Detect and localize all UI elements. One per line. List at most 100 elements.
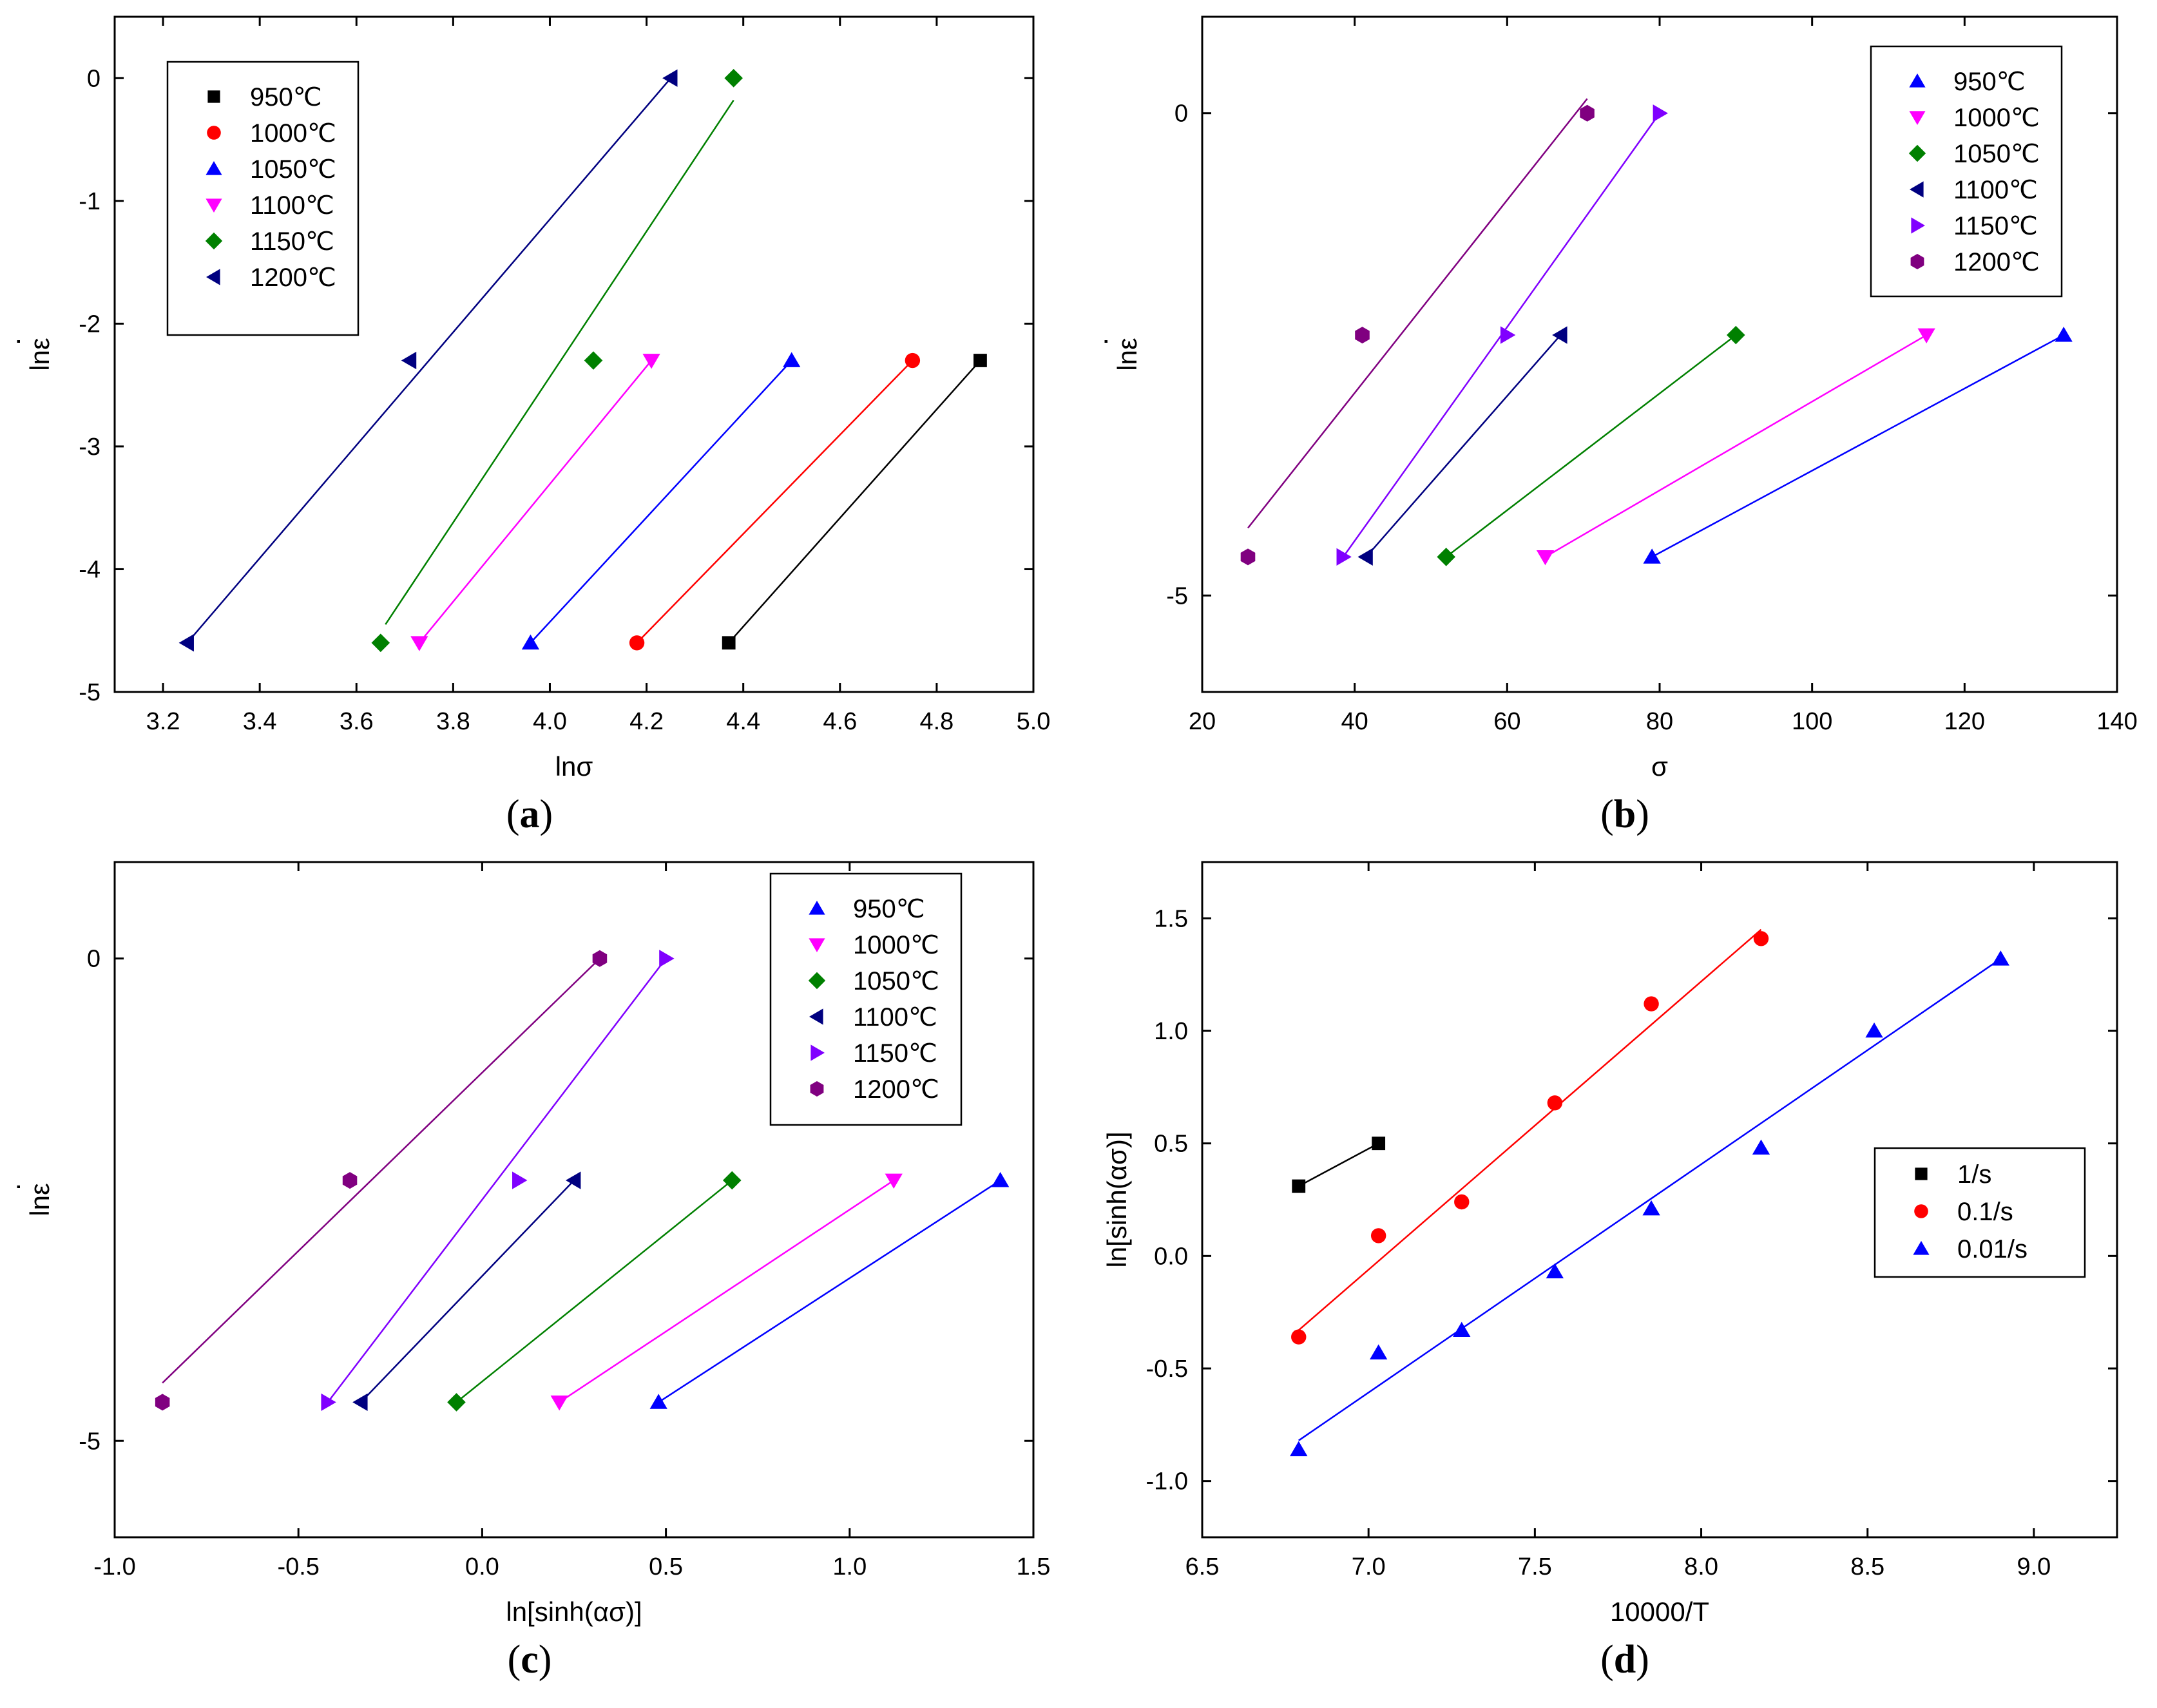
fit-line-950 bbox=[1651, 334, 2064, 558]
legend-marker-1150 bbox=[205, 232, 223, 250]
legend-marker-1-s bbox=[1915, 1167, 1928, 1180]
data-point-1200 bbox=[1240, 548, 1256, 566]
legend-marker-1100 bbox=[809, 1008, 823, 1025]
data-point-1100 bbox=[1552, 326, 1567, 344]
x-tick-label: 4.8 bbox=[919, 708, 954, 735]
legend-marker-1000 bbox=[207, 126, 221, 140]
legend-marker-1000 bbox=[1909, 111, 1926, 125]
y-tick-label: 0.0 bbox=[1154, 1243, 1188, 1270]
legend-marker-1200 bbox=[1910, 254, 1924, 269]
data-point-1000 bbox=[550, 1396, 568, 1411]
panel-caption: (a) bbox=[506, 792, 553, 836]
data-point-950 bbox=[992, 1172, 1010, 1187]
legend-label-1050: 1050℃ bbox=[853, 967, 939, 995]
x-tick-label: 4.2 bbox=[629, 708, 664, 735]
x-tick-label: 1.0 bbox=[832, 1553, 867, 1580]
y-tick-label: 0 bbox=[1174, 101, 1188, 128]
data-point-0-01-s bbox=[1752, 1139, 1770, 1155]
data-point-1200 bbox=[662, 69, 678, 87]
fit-line-950 bbox=[658, 1180, 1001, 1403]
legend-label-1000: 1000℃ bbox=[1953, 104, 2040, 132]
x-tick-label: 4.4 bbox=[726, 708, 760, 735]
y-axis-label-dot: · bbox=[1089, 337, 1119, 346]
plot-frame bbox=[113, 861, 1035, 1539]
x-tick-label: 120 bbox=[1944, 708, 1985, 735]
legend-label-950: 950℃ bbox=[853, 895, 925, 923]
legend-marker-0-1-s bbox=[1914, 1204, 1928, 1218]
data-point-1100 bbox=[410, 636, 428, 651]
x-tick-label: 9.0 bbox=[2017, 1553, 2051, 1580]
x-tick-label: 100 bbox=[1792, 708, 1832, 735]
data-point-0-01-s bbox=[1370, 1344, 1388, 1359]
legend-box bbox=[1870, 45, 2063, 298]
data-point-1200 bbox=[1355, 327, 1370, 344]
legend-label-1200: 1200℃ bbox=[250, 264, 336, 292]
legend-label-950: 950℃ bbox=[1953, 68, 2026, 96]
data-point-1000 bbox=[629, 635, 645, 651]
panel-caption: (b) bbox=[1600, 792, 1649, 836]
fit-line-1100 bbox=[1365, 334, 1562, 558]
y-tick-label: -1 bbox=[79, 188, 101, 215]
y-tick-label: -1.0 bbox=[1146, 1468, 1188, 1495]
y-axis-label: lnε bbox=[24, 1183, 55, 1216]
data-point-0-01-s bbox=[1290, 1441, 1308, 1457]
data-point-0-1-s bbox=[1291, 1329, 1307, 1345]
data-point-1000 bbox=[885, 1173, 903, 1189]
data-point-1050 bbox=[1727, 325, 1745, 345]
legend-marker-1050 bbox=[206, 161, 222, 175]
fit-line-1-s bbox=[1298, 1142, 1379, 1187]
legend-marker-1000 bbox=[809, 938, 825, 952]
x-tick-label: 3.6 bbox=[340, 708, 374, 735]
fit-line-1200 bbox=[1247, 98, 1588, 529]
data-point-1150 bbox=[512, 1171, 528, 1189]
panel-caption: (c) bbox=[508, 1638, 552, 1682]
data-point-0-01-s bbox=[1865, 1022, 1883, 1038]
legend-label-0-1-s: 0.1/s bbox=[1957, 1198, 2013, 1226]
y-tick-label: 1.5 bbox=[1154, 905, 1188, 932]
legend-label-0-01-s: 0.01/s bbox=[1957, 1235, 2028, 1263]
data-point-1200 bbox=[1580, 104, 1595, 122]
legend-label-1000: 1000℃ bbox=[853, 931, 939, 959]
x-tick-label: 8.0 bbox=[1684, 1553, 1718, 1580]
data-point-1100 bbox=[566, 1171, 581, 1189]
data-point-950 bbox=[1643, 548, 1661, 564]
data-point-0-01-s bbox=[1453, 1321, 1471, 1338]
y-tick-label: 1.0 bbox=[1154, 1018, 1188, 1045]
legend: 950℃ 1000℃ 1050℃ 1100℃ 1150℃ 1200℃ bbox=[166, 61, 359, 336]
data-point-1100 bbox=[642, 354, 660, 369]
legend-label-1200: 1200℃ bbox=[1953, 248, 2040, 276]
data-point-950 bbox=[649, 1394, 667, 1409]
data-point-1150 bbox=[659, 950, 675, 968]
fit-line-0-01-s bbox=[1298, 958, 2001, 1441]
y-tick-label: -5 bbox=[79, 1428, 101, 1455]
y-tick-label: -2 bbox=[79, 311, 101, 338]
data-point-1150 bbox=[1336, 548, 1352, 566]
y-axis-label: ln[sinh(ασ)] bbox=[1102, 1131, 1132, 1267]
y-tick-label: -0.5 bbox=[1146, 1356, 1188, 1383]
data-point-1100 bbox=[1357, 548, 1373, 566]
data-point-0-01-s bbox=[1546, 1263, 1564, 1279]
data-point-0-01-s bbox=[1991, 950, 2009, 966]
data-point-1050 bbox=[722, 1171, 742, 1190]
y-axis-label-dot: · bbox=[1, 337, 32, 346]
fit-line-1200 bbox=[186, 77, 672, 644]
x-tick-label: -1.0 bbox=[93, 1553, 135, 1580]
legend-label-1-s: 1/s bbox=[1957, 1160, 1991, 1189]
fit-line-1050 bbox=[455, 1180, 733, 1403]
x-tick-label: 80 bbox=[1646, 708, 1673, 735]
data-point-0-1-s bbox=[1753, 931, 1769, 946]
data-point-1200 bbox=[178, 634, 194, 652]
x-axis-label: 10000/T bbox=[1610, 1597, 1709, 1627]
y-tick-label: -5 bbox=[1166, 582, 1188, 609]
legend-marker-950 bbox=[207, 90, 220, 103]
x-tick-label: 3.8 bbox=[436, 708, 470, 735]
y-tick-label: 0 bbox=[87, 946, 101, 973]
y-axis-label: lnε bbox=[1112, 338, 1142, 370]
data-point-1150 bbox=[371, 633, 390, 653]
x-axis-label: σ bbox=[1651, 751, 1668, 782]
x-tick-label: 3.4 bbox=[243, 708, 277, 735]
legend-label-1050: 1050℃ bbox=[250, 155, 336, 184]
data-point-1050 bbox=[1437, 548, 1455, 566]
data-point-1-s bbox=[1372, 1137, 1386, 1151]
